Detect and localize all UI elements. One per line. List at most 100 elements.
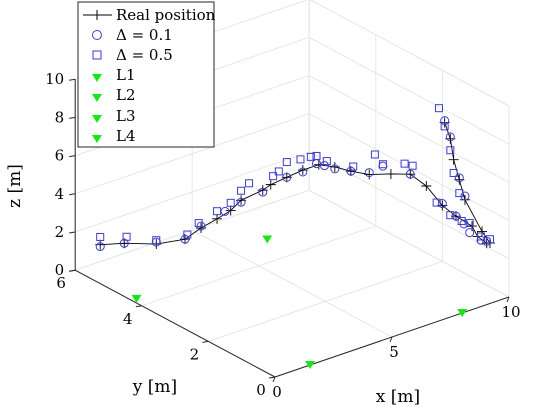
z-tick-label: 4 xyxy=(55,185,65,203)
y-tick-label: 2 xyxy=(190,345,200,363)
delta-0-5-marker xyxy=(434,104,443,113)
delta-0-5-marker xyxy=(446,211,455,220)
y-tick-label: 0 xyxy=(256,381,266,399)
z-tick-mark xyxy=(69,116,76,119)
y-tick-mark xyxy=(135,305,142,308)
delta-0-5-marker xyxy=(122,232,131,241)
real-position-marker xyxy=(265,179,276,190)
legend-entry-l2: L2 xyxy=(92,86,136,104)
legend-triangle-marker xyxy=(92,115,102,123)
delta-0-5-marker xyxy=(226,198,235,207)
delta-0-5-marker xyxy=(486,235,495,244)
grid-line-floor-x xyxy=(191,229,393,338)
delta-0-1-marker xyxy=(220,206,230,216)
delta-0-5-marker xyxy=(269,172,278,181)
grid-line-floor-y xyxy=(208,260,443,342)
delta-0-5-marker xyxy=(183,230,192,239)
landmark-marker xyxy=(305,361,316,369)
legend-entry-l1: L1 xyxy=(92,66,136,84)
grid-line-floor-y xyxy=(141,225,376,307)
legend-entry-delta-0-5: Δ = 0.5 xyxy=(92,46,173,64)
delta-0-5-marker xyxy=(477,232,486,241)
delta-0-5-marker xyxy=(378,160,387,169)
legend-label-delta-0-1: Δ = 0.1 xyxy=(116,26,173,44)
delta-0-5-marker xyxy=(274,167,283,176)
landmark-marker xyxy=(262,235,273,244)
real-position-marker xyxy=(180,234,190,245)
grid-line-right-z xyxy=(308,151,510,260)
grid-line-back-z xyxy=(75,151,310,233)
x-tick-label: 10 xyxy=(501,303,520,321)
x-axis-label: x [m] xyxy=(376,387,420,407)
delta-0-5-marker xyxy=(446,146,455,155)
grid-line-back-z xyxy=(75,113,310,195)
x-tick-mark xyxy=(389,336,393,343)
delta-0-5-marker xyxy=(322,157,331,166)
legend-entry-l4: L4 xyxy=(92,127,136,145)
delta-0-1-marker xyxy=(378,161,388,171)
delta-0-5-marker xyxy=(312,151,321,160)
y-axis-line xyxy=(74,269,276,378)
real-position-marker xyxy=(313,159,324,170)
z-tick-mark xyxy=(69,78,76,81)
y-tick-label: 6 xyxy=(56,274,66,292)
x-tick-label: 0 xyxy=(272,383,282,401)
legend-label-delta-0-5: Δ = 0.5 xyxy=(116,46,173,64)
delta-0-5-marker xyxy=(152,236,161,245)
delta-0-1-marker xyxy=(95,242,105,252)
delta-0-1-marker xyxy=(364,168,374,178)
delta-0-5-marker xyxy=(400,159,409,168)
delta-0-5-marker xyxy=(370,150,379,159)
delta-0-1-marker xyxy=(451,211,461,221)
delta-0-1-marker xyxy=(405,169,415,179)
y-tick-mark xyxy=(268,376,276,379)
delta-0-1-marker xyxy=(298,167,308,177)
landmark-marker xyxy=(457,309,468,317)
z-tick-label: 6 xyxy=(55,147,65,165)
real-position-marker xyxy=(477,226,487,237)
delta-0-1-marker xyxy=(320,161,329,171)
delta-0-5-marker xyxy=(194,219,203,228)
grid-line-right-z xyxy=(309,0,510,107)
delta-0-5-marker xyxy=(296,155,305,164)
z-tick-label: 2 xyxy=(55,223,65,241)
z-tick-mark xyxy=(69,269,76,272)
delta-0-1-marker xyxy=(258,187,268,197)
delta-0-5-marker xyxy=(213,207,222,216)
legend-label-l3: L3 xyxy=(116,107,136,125)
y-tick-label: 4 xyxy=(123,310,133,328)
z-tick-label: 0 xyxy=(55,261,65,279)
delta-0-5-marker xyxy=(408,161,417,170)
x-tick-mark xyxy=(272,376,276,383)
legend-label-l4: L4 xyxy=(116,127,136,145)
delta-0-1-marker xyxy=(440,116,450,126)
real-position-marker xyxy=(385,168,396,179)
x-tick-label: 5 xyxy=(389,343,399,361)
y-tick-mark xyxy=(202,340,209,343)
delta-0-1-marker xyxy=(465,228,475,238)
real-position-marker xyxy=(281,172,292,183)
delta-0-1-marker xyxy=(119,238,129,248)
z-tick-label: 10 xyxy=(45,70,64,88)
legend-entry-real-position: Real position xyxy=(83,6,216,24)
grid-line-right-z xyxy=(308,36,510,145)
grid-line-right-z xyxy=(308,189,510,298)
delta-0-1-marker xyxy=(437,199,447,209)
y-axis-label: y [m] xyxy=(132,377,177,397)
legend: Real position Δ = 0.1 Δ = 0.5 L1 L2 L3 L… xyxy=(77,1,216,148)
x-tick-mark xyxy=(506,296,510,303)
real-position-marker xyxy=(405,169,416,180)
delta-0-5-marker xyxy=(440,122,449,131)
delta-0-1-marker xyxy=(460,191,470,201)
delta-0-1-marker xyxy=(445,132,455,142)
delta-0-1-marker xyxy=(180,234,190,244)
z-tick-mark xyxy=(69,193,76,196)
delta-0-5-marker xyxy=(306,152,315,161)
delta-0-5-marker xyxy=(457,216,466,225)
real-position-marker xyxy=(448,154,459,165)
delta-0-1-marker xyxy=(282,172,292,182)
z-axis-label: z [m] xyxy=(5,164,25,208)
z-tick-mark xyxy=(69,155,76,158)
